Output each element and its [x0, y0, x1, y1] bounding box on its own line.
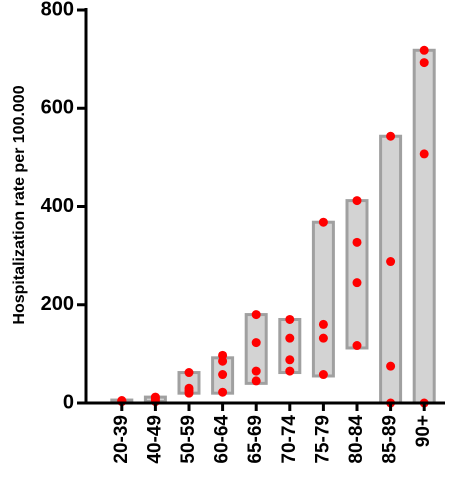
- data-point: [386, 257, 396, 267]
- range-bar: [412, 48, 436, 405]
- data-point: [419, 149, 429, 159]
- data-point: [419, 45, 429, 55]
- x-tick-label: 50-59: [178, 415, 199, 464]
- data-point: [352, 278, 362, 288]
- range-bar: [278, 317, 302, 375]
- data-point: [352, 341, 362, 351]
- x-tick-label: 70-74: [279, 415, 300, 464]
- range-bar: [345, 199, 369, 350]
- x-tick-label: 90+: [413, 415, 434, 447]
- data-point: [150, 392, 160, 402]
- y-tick-label: 800: [41, 0, 74, 20]
- data-point: [419, 58, 429, 68]
- data-point: [184, 388, 194, 398]
- x-tick-label: 65-69: [245, 415, 266, 464]
- data-point: [285, 314, 295, 324]
- data-point: [318, 333, 328, 343]
- data-point: [251, 310, 261, 320]
- y-tick-label: 200: [41, 293, 74, 315]
- data-point: [251, 366, 261, 376]
- data-point: [285, 366, 295, 376]
- x-tick-label: 75-79: [312, 415, 333, 464]
- data-point: [386, 131, 396, 141]
- data-point: [352, 196, 362, 206]
- data-point: [218, 356, 228, 366]
- data-point: [218, 387, 228, 397]
- range-bar: [311, 220, 335, 378]
- data-point: [318, 370, 328, 380]
- y-axis-title: Hospitalization rate per 100.000: [11, 85, 28, 324]
- x-tick-label: 20-39: [111, 415, 132, 464]
- data-point: [251, 376, 261, 386]
- x-tick-label: 60-64: [212, 415, 233, 464]
- data-point: [285, 333, 295, 343]
- y-tick-label: 400: [41, 195, 74, 217]
- data-point: [251, 338, 261, 348]
- data-point: [218, 370, 228, 380]
- data-point: [318, 319, 328, 329]
- y-tick-label: 600: [41, 97, 74, 119]
- x-tick-label: 85-89: [380, 415, 401, 464]
- data-point: [184, 368, 194, 378]
- x-tick-label: 40-49: [144, 415, 165, 464]
- y-tick-label: 0: [63, 391, 74, 413]
- data-point: [318, 217, 328, 227]
- data-point: [352, 237, 362, 247]
- data-point: [386, 361, 396, 371]
- data-point: [285, 355, 295, 365]
- x-tick-label: 80-84: [346, 415, 367, 464]
